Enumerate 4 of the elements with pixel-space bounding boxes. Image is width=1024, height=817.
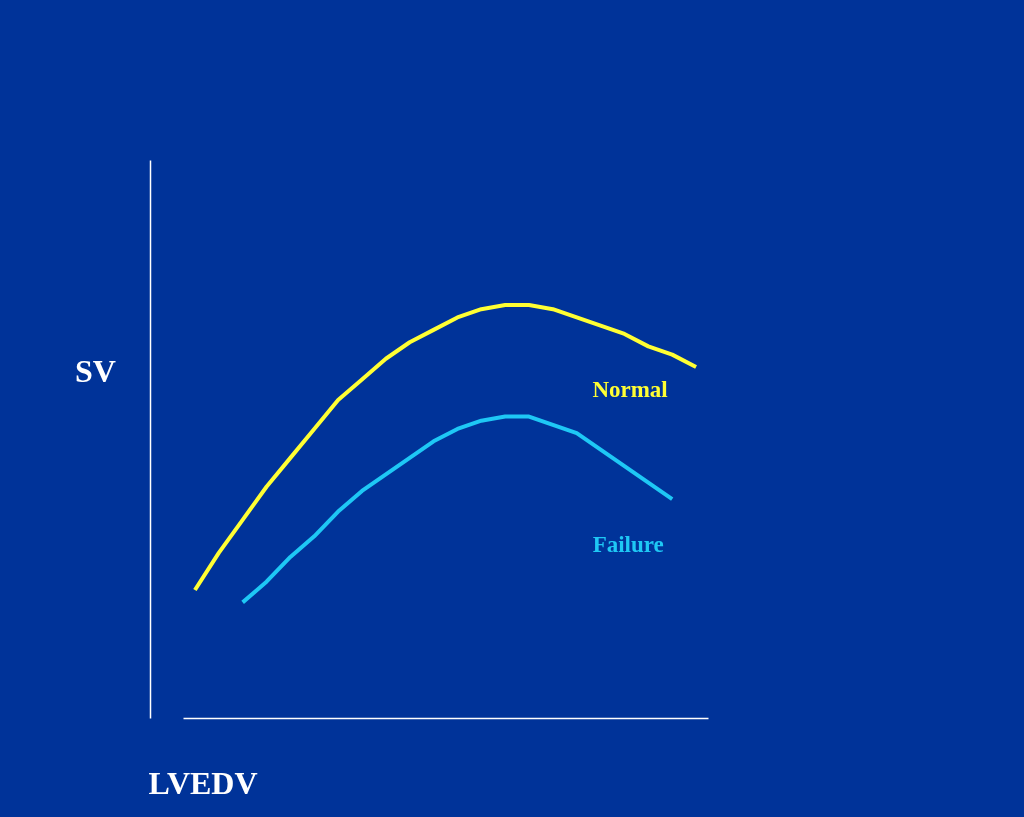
series-label: Normal — [592, 377, 668, 403]
x-axis-title: LVEDV — [148, 764, 258, 801]
y-axis-title: SV — [75, 352, 116, 389]
series-label: Failure — [592, 532, 664, 558]
